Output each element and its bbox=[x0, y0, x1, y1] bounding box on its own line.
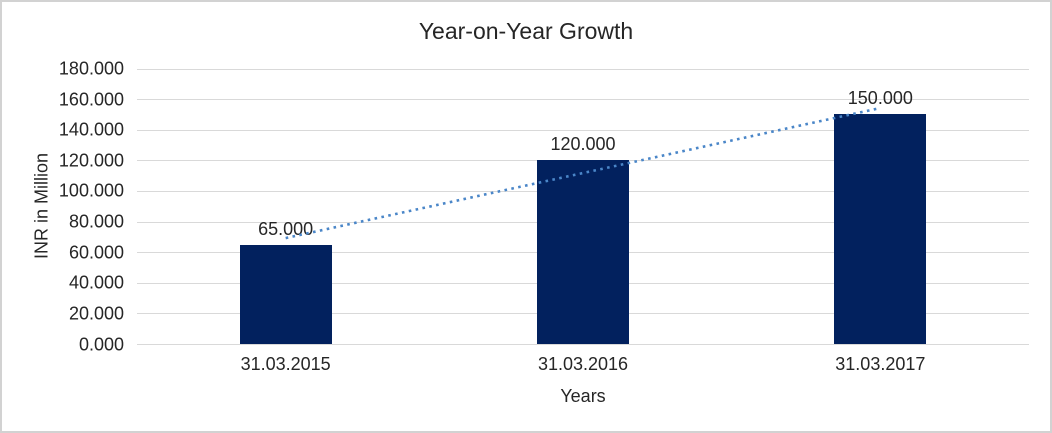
y-tick-label: 0.000 bbox=[78, 334, 124, 354]
bar-value-label: 65.000 bbox=[258, 218, 314, 239]
gridline bbox=[137, 344, 1029, 345]
bar-value-label: 150.000 bbox=[847, 88, 913, 109]
y-tick-label: 180.000 bbox=[58, 58, 124, 79]
x-tick-label: 31.03.2017 bbox=[835, 354, 926, 374]
y-tick-label: 140.000 bbox=[58, 119, 124, 140]
y-tick-label: 60.000 bbox=[68, 242, 124, 263]
y-tick-label: 160.000 bbox=[58, 89, 124, 110]
x-tick-label: 31.03.2016 bbox=[537, 354, 629, 374]
x-tick-label: 31.03.2015 bbox=[240, 354, 331, 374]
gridline bbox=[137, 99, 1029, 101]
y-tick-label: 40.000 bbox=[68, 272, 124, 293]
bar-value-label: 120.000 bbox=[550, 134, 616, 155]
y-tick-label: 100.000 bbox=[58, 180, 124, 201]
bar-31.03.2015 bbox=[239, 244, 332, 344]
x-axis-title: Years bbox=[560, 386, 606, 406]
chart-title: Year-on-Year Growth bbox=[418, 18, 634, 44]
bar-31.03.2017 bbox=[834, 114, 927, 344]
bar-31.03.2016 bbox=[537, 160, 629, 344]
y-tick-label: 80.000 bbox=[68, 211, 124, 232]
y-tick-label: 20.000 bbox=[68, 303, 124, 324]
gridline bbox=[137, 68, 1029, 70]
y-tick-label: 120.000 bbox=[58, 150, 124, 171]
y-axis-title: INR in Million bbox=[31, 152, 52, 260]
